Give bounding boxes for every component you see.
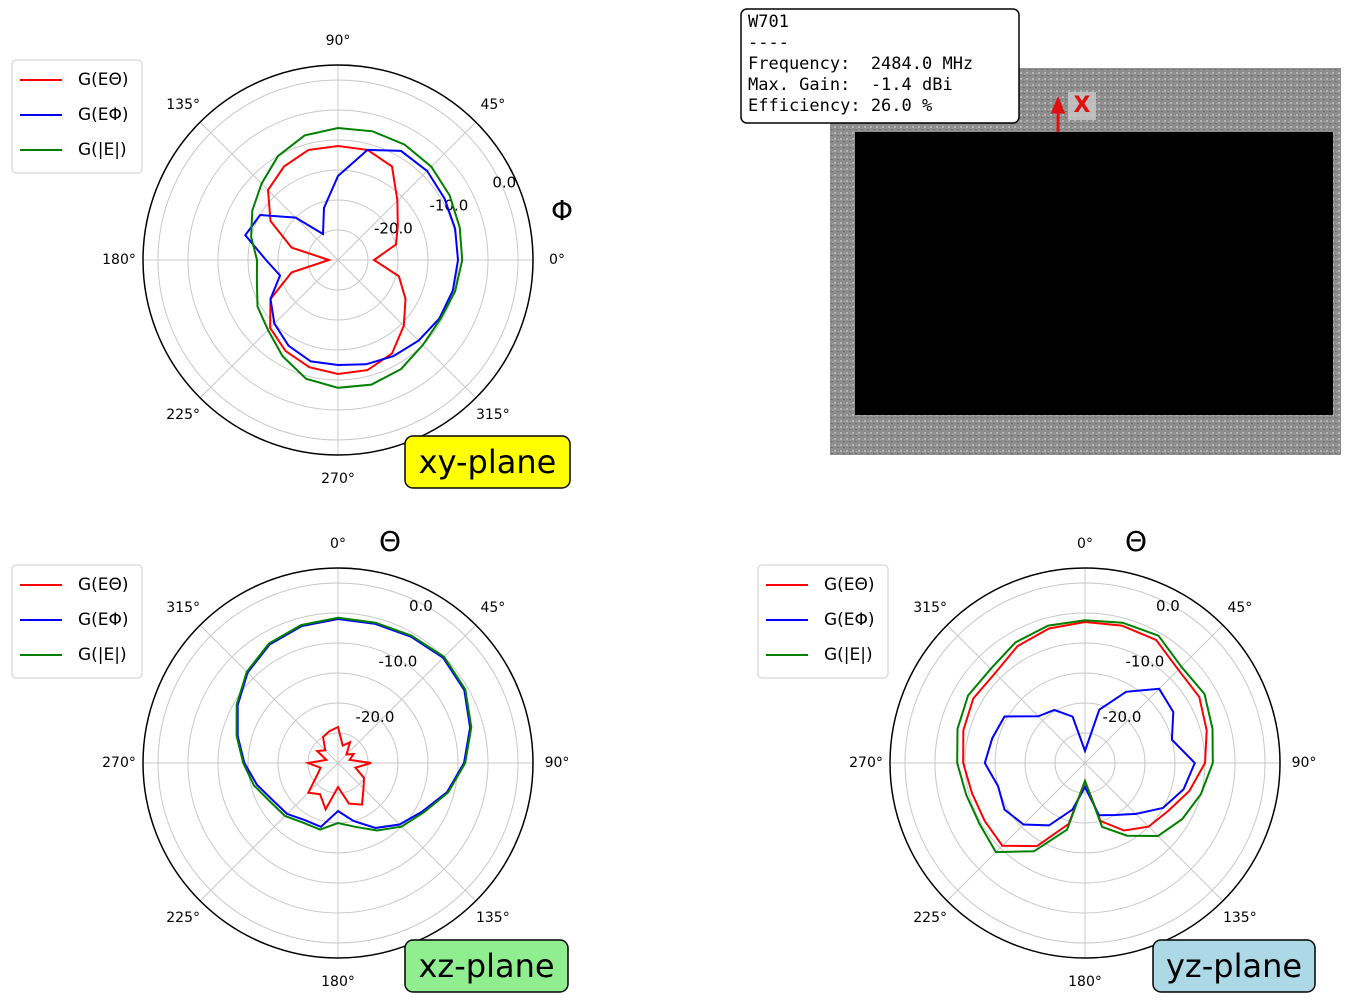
info-line: Efficiency: 26.0 % <box>748 96 932 116</box>
axis-symbol: Φ <box>551 194 573 227</box>
info-line: Max. Gain: -1.4 dBi <box>748 75 953 95</box>
theta-tick-label: 90° <box>1292 755 1317 771</box>
plane-label: xz-plane <box>418 947 554 985</box>
theta-tick-label: 45° <box>480 97 505 113</box>
plane-label: yz-plane <box>1166 947 1302 985</box>
photo-mask <box>855 132 1333 415</box>
r-tick-label: 0.0 <box>1156 597 1180 615</box>
figure: X W701 ---- Frequency: 2484.0 MHz Max. G… <box>0 0 1348 1001</box>
r-tick-label: 0.0 <box>492 174 516 192</box>
theta-tick-label: 180° <box>102 252 136 268</box>
info-line: W701 <box>748 12 789 32</box>
info-line: Frequency: 2484.0 MHz <box>748 54 973 74</box>
theta-tick-label: 315° <box>476 407 510 423</box>
theta-tick-label: 135° <box>166 97 200 113</box>
r-tick-label: -10.0 <box>1126 653 1165 671</box>
r-tick-label: 0.0 <box>409 597 433 615</box>
theta-tick-label: 0° <box>549 252 565 268</box>
theta-tick-label: 270° <box>849 755 883 771</box>
theta-grid-line <box>338 625 476 763</box>
legend-label: G(|E|) <box>824 645 873 665</box>
series-line <box>245 150 458 365</box>
legend-label: G(|E|) <box>78 645 127 665</box>
theta-grid-line <box>1085 763 1223 901</box>
theta-grid-line <box>200 763 338 901</box>
theta-tick-label: 45° <box>1227 600 1252 616</box>
theta-grid-line <box>338 763 476 901</box>
legend-label: G(EΦ) <box>78 610 129 630</box>
legend-label: G(EΘ) <box>824 575 875 595</box>
theta-tick-label: 225° <box>166 910 200 926</box>
theta-tick-label: 315° <box>166 600 200 616</box>
photo-axis-label: X <box>1074 93 1091 118</box>
axis-symbol: Θ <box>379 525 401 558</box>
info-line: ---- <box>748 33 789 53</box>
theta-tick-label: 270° <box>321 471 355 487</box>
theta-tick-label: 90° <box>545 755 570 771</box>
r-tick-label: -10.0 <box>379 653 418 671</box>
theta-tick-label: 225° <box>913 910 947 926</box>
theta-tick-label: 180° <box>321 974 355 990</box>
legend-label: G(EΦ) <box>78 105 129 125</box>
theta-tick-label: 225° <box>166 407 200 423</box>
theta-tick-label: 135° <box>1223 910 1257 926</box>
theta-tick-label: 270° <box>102 755 136 771</box>
theta-grid-line <box>200 260 338 398</box>
r-tick-label: -20.0 <box>1103 708 1142 726</box>
legend-label: G(EΘ) <box>78 70 129 90</box>
theta-tick-label: 45° <box>480 600 505 616</box>
theta-tick-label: 315° <box>913 600 947 616</box>
legend-label: G(EΦ) <box>824 610 875 630</box>
legend-label: G(|E|) <box>78 140 127 160</box>
r-tick-label: -20.0 <box>374 220 413 238</box>
plane-label: xy-plane <box>419 443 557 481</box>
theta-tick-label: 0° <box>1077 536 1093 552</box>
theta-grid-line <box>947 625 1085 763</box>
page: X W701 ---- Frequency: 2484.0 MHz Max. G… <box>0 0 1348 1005</box>
theta-tick-label: 180° <box>1068 974 1102 990</box>
theta-tick-label: 0° <box>330 536 346 552</box>
theta-grid-line <box>1085 625 1223 763</box>
theta-tick-label: 135° <box>476 910 510 926</box>
legend-label: G(EΘ) <box>78 575 129 595</box>
r-tick-label: -20.0 <box>356 708 395 726</box>
theta-tick-label: 90° <box>326 33 351 49</box>
series-line <box>985 689 1195 826</box>
axis-symbol: Θ <box>1125 525 1147 558</box>
